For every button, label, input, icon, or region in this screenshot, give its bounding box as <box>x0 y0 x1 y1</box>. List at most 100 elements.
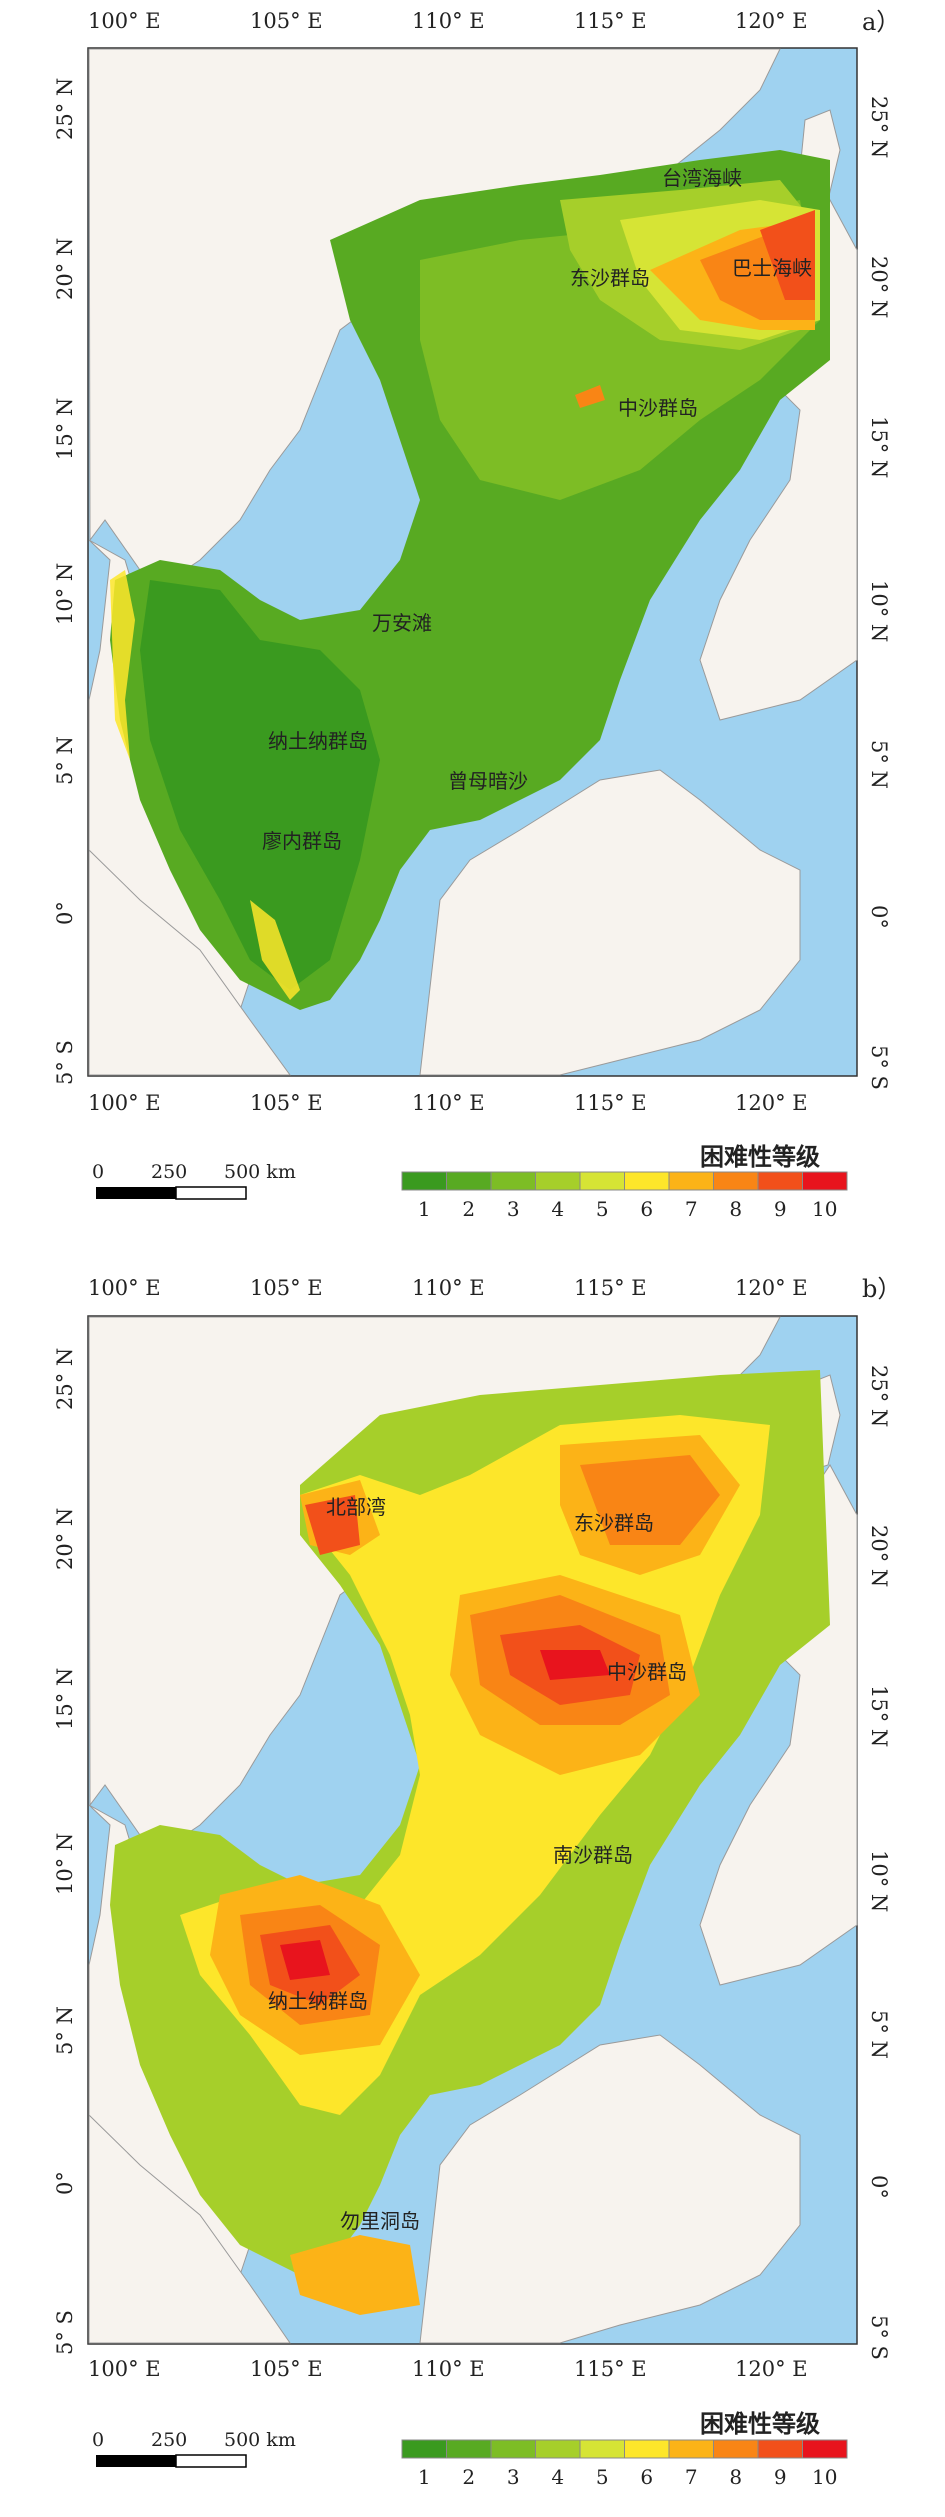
legend-swatch-2 <box>446 1171 492 1191</box>
legend-swatch-8 <box>713 2439 759 2459</box>
svg-text:20° N: 20° N <box>53 238 77 300</box>
svg-text:0: 0 <box>92 1161 104 1183</box>
svg-text:5° S: 5° S <box>867 1045 891 1090</box>
svg-text:25° N: 25° N <box>867 96 891 158</box>
svg-text:115° E: 115° E <box>574 1091 647 1115</box>
label-belitung: 勿里洞岛 <box>340 2209 420 2233</box>
legend-label-5: 5 <box>596 2465 609 2489</box>
svg-text:120° E: 120° E <box>735 1091 808 1115</box>
svg-text:100° E: 100° E <box>88 1091 161 1115</box>
surface-class-8-b <box>580 1455 720 1545</box>
lat-labels-left: 25° N 20° N 15° N 10° N 5° N 0° 5° S <box>53 78 77 1085</box>
scale-bar: 0 250 500 km <box>92 1161 296 1200</box>
legend-label-6: 6 <box>640 1197 653 1221</box>
legend-label-7: 7 <box>685 2465 698 2489</box>
svg-text:110° E: 110° E <box>412 1276 485 1300</box>
svg-text:10° N: 10° N <box>53 1833 77 1895</box>
label-zengmu: 曾母暗沙 <box>448 769 528 793</box>
svg-text:5° S: 5° S <box>53 1040 77 1085</box>
legend-swatch-9 <box>757 2439 803 2459</box>
legend-label-9: 9 <box>774 2465 787 2489</box>
svg-text:110° E: 110° E <box>412 1091 485 1115</box>
lon-labels-top: 100° E 105° E 110° E 115° E 120° E <box>88 9 808 33</box>
label-dongsha: 东沙群岛 <box>574 1511 654 1535</box>
legend-swatch-4 <box>535 1171 581 1191</box>
svg-text:15° N: 15° N <box>867 1685 891 1747</box>
label-natuna: 纳土纳群岛 <box>268 1989 368 2013</box>
legend-swatch-6 <box>624 1171 670 1191</box>
svg-text:115° E: 115° E <box>574 2357 647 2381</box>
svg-text:100° E: 100° E <box>88 9 161 33</box>
legend-swatch-10 <box>802 2439 848 2459</box>
legend-label-9: 9 <box>774 1197 787 1221</box>
lon-labels-top: 100° E 105° E 110° E 115° E 120° E <box>88 1276 808 1300</box>
legend-swatch-2 <box>446 2439 492 2459</box>
map-b-svg: 北部湾 东沙群岛 中沙群岛 南沙群岛 纳土纳群岛 勿里洞岛 100° E 105… <box>53 1275 901 2489</box>
label-zhongsha: 中沙群岛 <box>607 1660 687 1684</box>
svg-text:5° S: 5° S <box>53 2310 77 2355</box>
legend-label-8: 8 <box>729 1197 742 1221</box>
map-panel-a: 台湾海峡 东沙群岛 巴士海峡 中沙群岛 万安滩 纳土纳群岛 曾母暗沙 廖内群岛 … <box>0 0 945 1255</box>
svg-text:0°: 0° <box>53 2171 77 2195</box>
coastal-fringe <box>110 570 135 760</box>
svg-text:0°: 0° <box>53 901 77 925</box>
legend-title: 困难性等级 <box>700 1143 820 1171</box>
svg-text:110° E: 110° E <box>412 9 485 33</box>
land-sumatra <box>88 2113 291 2344</box>
legend-swatch-6 <box>624 2439 670 2459</box>
label-zhongsha: 中沙群岛 <box>618 396 698 420</box>
coastal-fringe-south <box>250 900 300 1000</box>
legend-label-4: 4 <box>551 2465 564 2489</box>
label-bashi-channel: 巴士海峡 <box>732 256 812 280</box>
svg-text:15° N: 15° N <box>53 1668 77 1730</box>
svg-text:250: 250 <box>151 2429 187 2451</box>
svg-text:20° N: 20° N <box>867 256 891 318</box>
legend-label-1: 1 <box>418 2465 431 2489</box>
svg-text:20° N: 20° N <box>867 1525 891 1587</box>
svg-text:120° E: 120° E <box>735 2357 808 2381</box>
label-taiwan-strait: 台湾海峡 <box>662 166 742 190</box>
svg-text:25° N: 25° N <box>53 1348 77 1410</box>
svg-text:5° S: 5° S <box>867 2315 891 2360</box>
svg-text:250: 250 <box>151 1161 187 1183</box>
svg-text:120° E: 120° E <box>735 9 808 33</box>
svg-text:15° N: 15° N <box>53 398 77 460</box>
land-sumatra <box>88 848 291 1076</box>
legend-swatch-9 <box>757 1171 803 1191</box>
legend-title: 困难性等级 <box>700 2410 820 2438</box>
svg-text:115° E: 115° E <box>574 1276 647 1300</box>
legend-label-2: 2 <box>462 2465 475 2489</box>
legend-swatch-8 <box>713 1171 759 1191</box>
label-wanan-bank: 万安滩 <box>372 611 432 635</box>
surface-class-10 <box>280 1940 330 1980</box>
legend-label-1: 1 <box>418 1197 431 1221</box>
panel-label: b） <box>862 1275 901 1303</box>
surface-class-9 <box>760 210 815 300</box>
legend-label-7: 7 <box>685 1197 698 1221</box>
legend: 困难性等级 1 2 3 4 5 6 7 8 9 10 <box>401 1143 848 1221</box>
legend-swatch-7 <box>668 1171 714 1191</box>
svg-text:20° N: 20° N <box>53 1508 77 1570</box>
surface-class-10-b <box>540 1650 610 1680</box>
svg-text:5° N: 5° N <box>53 2006 77 2055</box>
legend-label-8: 8 <box>729 2465 742 2489</box>
lon-labels-bottom: 100° E 105° E 110° E 115° E 120° E <box>88 2357 808 2381</box>
legend-label-2: 2 <box>462 1197 475 1221</box>
label-natuna: 纳土纳群岛 <box>268 729 368 753</box>
label-beibu-gulf: 北部湾 <box>326 1495 386 1519</box>
svg-text:0°: 0° <box>867 905 891 929</box>
surface-south-patch <box>290 2235 420 2315</box>
svg-text:105° E: 105° E <box>250 9 323 33</box>
svg-text:100° E: 100° E <box>88 2357 161 2381</box>
legend-swatch-3 <box>490 2439 536 2459</box>
legend-swatch-4 <box>535 2439 581 2459</box>
lat-labels-right: 25° N 20° N 15° N 10° N 5° N 0° 5° S <box>867 1365 891 2360</box>
svg-text:105° E: 105° E <box>250 1276 323 1300</box>
surface-class-1 <box>140 580 380 990</box>
svg-text:110° E: 110° E <box>412 2357 485 2381</box>
scale-bar: 0 250 500 km <box>92 2429 296 2468</box>
label-riau: 廖内群岛 <box>262 829 342 853</box>
legend-swatch-1 <box>401 2439 447 2459</box>
svg-text:15° N: 15° N <box>867 416 891 478</box>
legend-swatch-5 <box>579 1171 625 1191</box>
